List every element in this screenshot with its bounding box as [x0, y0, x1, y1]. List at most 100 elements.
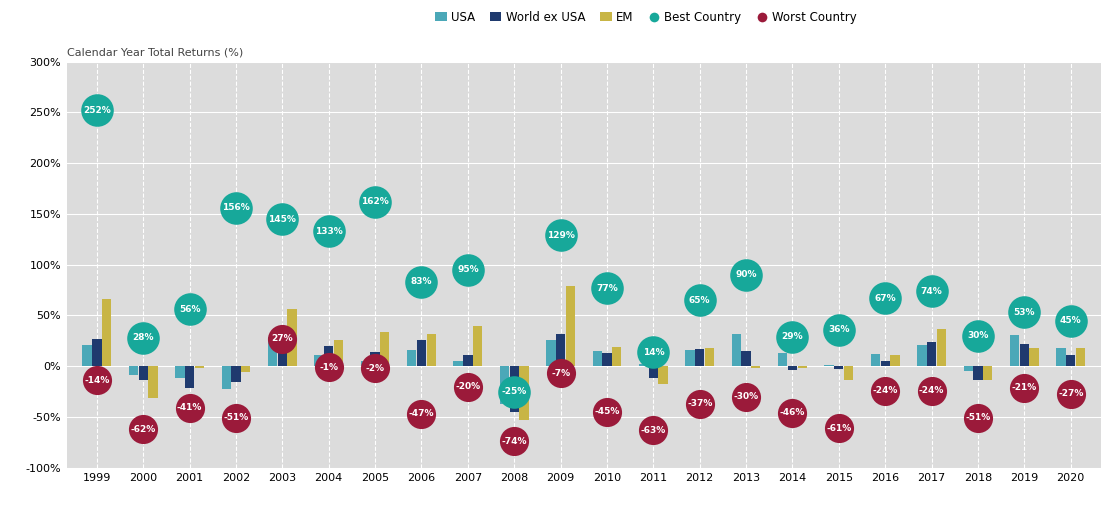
Text: -41%: -41%	[177, 403, 202, 412]
Bar	[787, 366, 797, 370]
Bar	[742, 351, 751, 366]
Text: 156%: 156%	[222, 204, 250, 212]
Text: 56%: 56%	[179, 305, 200, 314]
Text: 129%: 129%	[547, 231, 575, 240]
Bar	[139, 366, 148, 380]
Point	[876, 387, 894, 395]
Bar	[658, 366, 667, 384]
Text: 95%: 95%	[457, 265, 478, 274]
Bar	[1056, 348, 1065, 366]
Text: -62%: -62%	[130, 425, 156, 434]
Point	[366, 364, 384, 372]
Point	[830, 424, 847, 432]
Text: 74%: 74%	[921, 287, 943, 296]
Text: -45%: -45%	[594, 408, 619, 416]
Point	[552, 369, 569, 377]
Bar	[612, 347, 622, 366]
Point	[737, 271, 755, 279]
Bar	[936, 328, 946, 366]
Bar	[973, 366, 983, 380]
Point	[274, 215, 291, 223]
Text: 67%: 67%	[874, 293, 896, 303]
Bar	[324, 346, 334, 366]
Text: 145%: 145%	[268, 214, 296, 224]
Point	[135, 334, 152, 342]
Text: -46%: -46%	[780, 409, 805, 417]
Bar	[102, 299, 111, 366]
Bar	[778, 353, 787, 366]
Bar	[464, 355, 473, 366]
Point	[1015, 383, 1033, 392]
Point	[181, 305, 199, 314]
Text: -25%: -25%	[502, 387, 527, 396]
Bar	[454, 361, 463, 366]
Bar	[891, 355, 900, 366]
Point	[320, 363, 338, 371]
Point	[784, 333, 802, 341]
Bar	[881, 361, 890, 366]
Bar	[221, 366, 231, 389]
Text: -27%: -27%	[1058, 389, 1083, 398]
Point	[413, 410, 430, 418]
Point	[645, 348, 663, 356]
Bar	[315, 355, 324, 366]
Bar	[834, 366, 844, 369]
Text: -24%: -24%	[873, 386, 897, 395]
Text: -30%: -30%	[734, 392, 758, 401]
Bar	[964, 366, 973, 371]
Bar	[519, 366, 528, 420]
Bar	[732, 334, 741, 366]
Point	[923, 387, 941, 395]
Point	[1062, 317, 1080, 325]
Bar	[380, 332, 389, 366]
Bar	[509, 366, 519, 412]
Point	[366, 198, 384, 206]
Point	[784, 409, 802, 417]
Bar	[871, 354, 880, 366]
Point	[320, 227, 338, 235]
Bar	[705, 348, 714, 366]
Point	[227, 414, 245, 422]
Bar	[824, 365, 834, 366]
Text: 30%: 30%	[967, 331, 989, 340]
Text: 252%: 252%	[83, 106, 111, 115]
Legend: USA, World ex USA, EM, Best Country, Worst Country: USA, World ex USA, EM, Best Country, Wor…	[435, 11, 857, 24]
Bar	[556, 334, 565, 366]
Point	[645, 426, 663, 434]
Text: -37%: -37%	[687, 399, 713, 408]
Bar	[82, 345, 92, 366]
Text: 53%: 53%	[1014, 308, 1035, 317]
Text: -24%: -24%	[919, 386, 944, 395]
Point	[691, 296, 708, 304]
Text: 36%: 36%	[828, 325, 850, 334]
Bar	[983, 366, 992, 380]
Bar	[603, 353, 612, 366]
Bar	[288, 309, 297, 366]
Bar	[1075, 348, 1085, 366]
Bar	[1030, 348, 1039, 366]
Point	[505, 388, 523, 396]
Bar	[844, 366, 853, 380]
Bar	[278, 326, 287, 366]
Bar	[500, 366, 509, 404]
Text: -74%: -74%	[502, 437, 527, 446]
Text: -51%: -51%	[224, 413, 249, 423]
Text: -47%: -47%	[409, 410, 435, 418]
Point	[88, 376, 106, 384]
Bar	[148, 366, 158, 398]
Point	[598, 284, 616, 292]
Text: 90%: 90%	[735, 270, 757, 280]
Point	[876, 294, 894, 302]
Point	[737, 393, 755, 401]
Text: -20%: -20%	[455, 382, 480, 391]
Bar	[473, 326, 483, 366]
Bar	[417, 340, 426, 366]
Bar	[639, 364, 648, 366]
Point	[274, 335, 291, 343]
Text: Calendar Year Total Returns (%): Calendar Year Total Returns (%)	[67, 48, 242, 58]
Text: 29%: 29%	[782, 332, 803, 341]
Bar	[1010, 335, 1020, 366]
Bar	[370, 352, 380, 366]
Bar	[334, 340, 344, 366]
Text: 28%: 28%	[132, 333, 153, 342]
